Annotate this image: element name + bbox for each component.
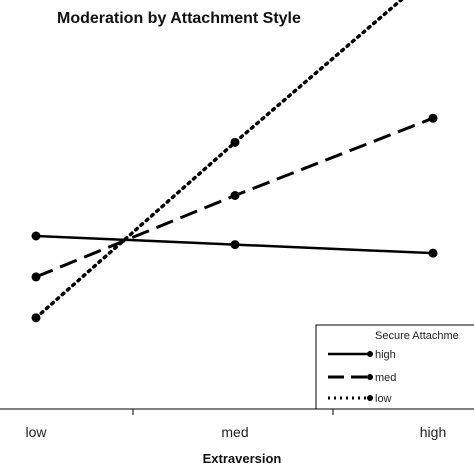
legend-label-low: low (375, 393, 392, 405)
data-point-high-med (230, 240, 240, 250)
data-point-high-high (428, 248, 438, 258)
legend-label-med: med (375, 372, 396, 384)
x-tick-label: high (420, 424, 446, 440)
data-point-high-low (31, 231, 41, 241)
series-line-low (34, 0, 404, 320)
data-point-low-med (230, 137, 240, 147)
chart-title: Moderation by Attachment Style (57, 10, 301, 27)
plot-area (31, 0, 438, 323)
data-point-med-med (230, 191, 240, 201)
legend-marker-high (367, 351, 373, 357)
legend-title: Secure Attachme (375, 330, 459, 342)
legend-label-high: high (375, 349, 396, 361)
data-point-low-low (31, 313, 41, 323)
legend-marker-med (367, 374, 373, 380)
legend: Secure Attachme high med low (315, 324, 474, 410)
x-axis-label: Extraversion (203, 451, 282, 466)
legend-marker-low (367, 395, 373, 401)
data-point-med-low (31, 272, 41, 282)
x-tick-label: med (221, 424, 248, 440)
x-tick-label: low (25, 424, 47, 440)
data-point-med-high (428, 113, 438, 123)
legend-box (315, 324, 474, 410)
